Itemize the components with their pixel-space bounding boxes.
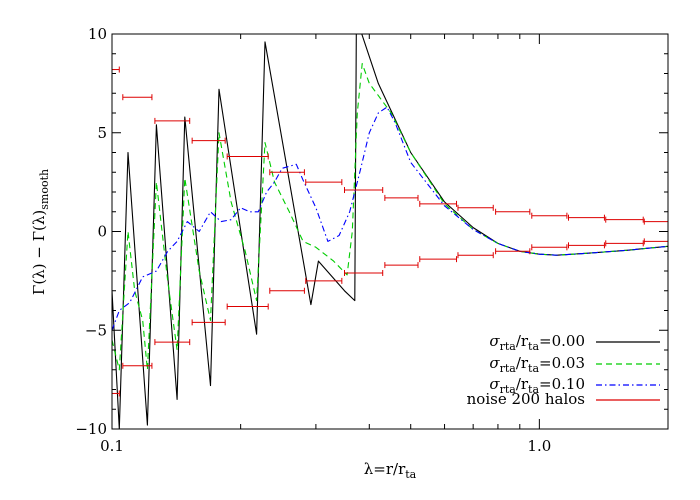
legend-label-0-sub: rta — [500, 340, 517, 353]
legend-label-2: σrta/rta=0.10 — [489, 375, 585, 396]
noise-bar-lower-12 — [531, 244, 568, 251]
y-tick-label-3: 5 — [97, 124, 107, 142]
legend-label-1: σrta/rta=0.03 — [489, 354, 585, 375]
series-line-1 — [112, 63, 668, 371]
legend-label-0: σrta/rta=0.00 — [489, 332, 585, 353]
y-tick-label-2: 0 — [97, 223, 107, 241]
noise-bar-upper-6 — [305, 179, 343, 186]
noise-bar-lower-11 — [495, 248, 531, 255]
x-tick-label-1: 1.0 — [527, 437, 551, 455]
noise-bar-upper-12 — [531, 212, 568, 219]
noise-bar-lower-13 — [567, 242, 605, 249]
legend-entry-noise: noise 200 halos — [467, 390, 660, 408]
noise-bar-upper-2 — [154, 117, 191, 124]
noise-bar-upper-8 — [384, 194, 419, 201]
legend-label-1-sub: rta — [500, 362, 517, 375]
legend-label-0-sigma: σ — [489, 332, 500, 350]
x-axis-label: λ=r/rta — [364, 460, 417, 481]
legend-label-0-tail: =0.00 — [539, 332, 585, 350]
legend-label-0-sub2: ta — [528, 340, 539, 353]
noise-bar-upper-3 — [191, 137, 226, 144]
noise-bar-lower-9 — [419, 256, 458, 263]
legend-entry-1: σrta/rta=0.03 — [489, 354, 660, 375]
noise-bar-lower-10 — [457, 252, 494, 259]
noise-bar-upper-4 — [226, 153, 269, 160]
noise-bar-lower-8 — [384, 262, 419, 269]
noise-bar-upper-7 — [344, 187, 384, 194]
legend-label-2-tail: =0.10 — [539, 375, 585, 393]
legend-entry-0: σrta/rta=0.00 — [489, 332, 660, 353]
legend: σrta/rta=0.00 σrta/rta=0.03 σrta/rta=0.1… — [467, 332, 660, 408]
legend-label-2-sigma: σ — [489, 375, 500, 393]
noise-bar-lower-7 — [344, 269, 384, 276]
legend-label-noise: noise 200 halos — [467, 390, 585, 408]
legend-label-1-mid: /r — [516, 354, 529, 372]
y-tick-label-0: −10 — [75, 420, 107, 438]
noise-bar-upper-10 — [457, 204, 494, 211]
noise-bar-lower-15 — [643, 238, 668, 245]
y-tick-label-1: −5 — [85, 321, 107, 339]
ticks-layer: −10 −5 0 5 10 0.1 1.0 — [75, 25, 668, 455]
noise-bar-upper-0 — [112, 66, 120, 73]
noise-bar-lower-3 — [191, 319, 226, 326]
legend-label-1-sigma: σ — [489, 354, 500, 372]
noise-bar-upper-5 — [269, 169, 305, 176]
legend-label-2-sub2: ta — [528, 383, 539, 396]
noise-layer — [112, 66, 668, 397]
noise-bar-upper-15 — [643, 218, 668, 225]
x-axis-label-main: λ=r/r — [364, 460, 406, 478]
noise-bar-upper-1 — [122, 94, 153, 101]
legend-label-2-mid: /r — [516, 375, 529, 393]
noise-bar-lower-14 — [605, 240, 644, 247]
legend-label-1-sub2: ta — [528, 362, 539, 375]
noise-bar-upper-14 — [605, 216, 644, 223]
noise-bar-upper-9 — [419, 200, 458, 207]
x-axis-label-sub: ta — [405, 468, 416, 481]
legend-entry-2: σrta/rta=0.10 — [489, 375, 660, 396]
legend-label-2-sub: rta — [500, 383, 517, 396]
noise-bar-lower-6 — [305, 277, 343, 284]
y-axis-label-main: Γ(λ) − Γ(λ) — [30, 210, 48, 295]
legend-label-1-tail: =0.03 — [539, 354, 585, 372]
legend-label-0-mid: /r — [516, 332, 529, 350]
x-tick-label-0: 0.1 — [100, 437, 124, 455]
y-axis-label: Γ(λ) − Γ(λ)smooth — [30, 169, 51, 295]
noise-bar-upper-13 — [567, 214, 605, 221]
y-tick-label-4: 10 — [88, 25, 107, 43]
noise-bar-lower-4 — [226, 303, 269, 310]
y-axis-label-sub: smooth — [38, 169, 51, 210]
noise-bar-upper-11 — [495, 208, 531, 215]
noise-bar-lower-0 — [112, 390, 120, 397]
noise-bar-lower-1 — [122, 362, 153, 369]
noise-bar-lower-2 — [154, 339, 191, 346]
noise-bar-lower-5 — [269, 287, 305, 294]
